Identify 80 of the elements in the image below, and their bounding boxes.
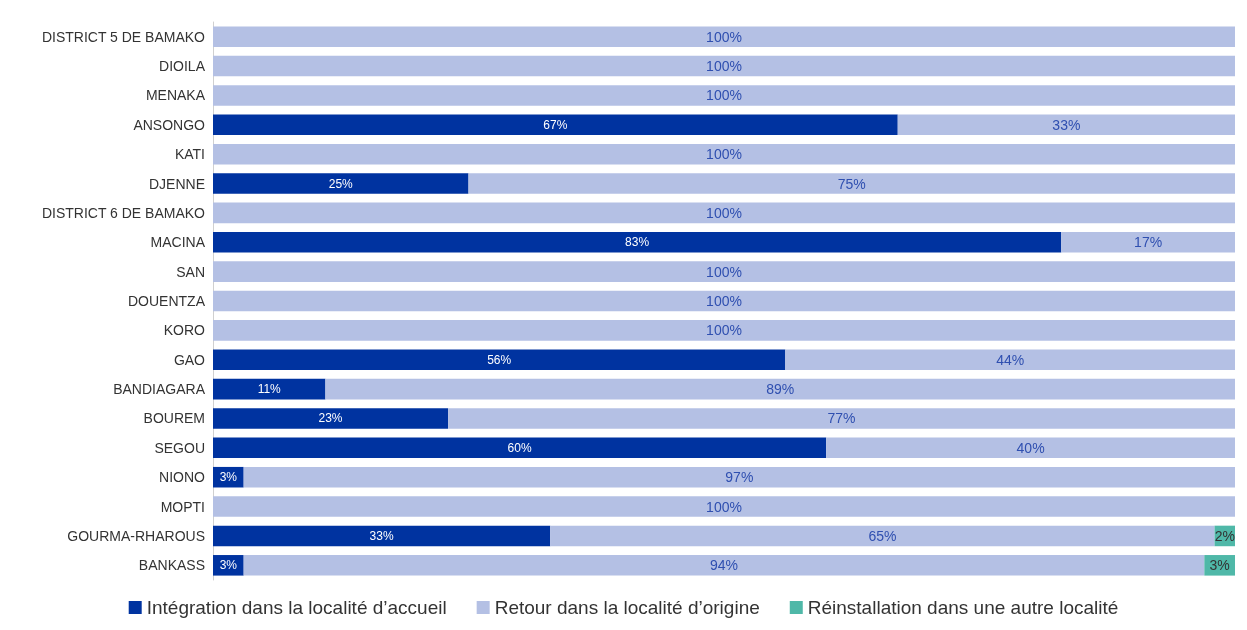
- bar: [213, 261, 1235, 282]
- data-label: 100%: [706, 58, 742, 75]
- y-tick-label: DOUENTZA: [128, 293, 206, 309]
- y-tick-label: ANSONGO: [133, 116, 206, 133]
- data-label: 100%: [706, 87, 742, 104]
- bar: [213, 173, 469, 194]
- data-label: 89%: [766, 381, 795, 398]
- data-label: 40%: [1016, 439, 1045, 456]
- bar: [213, 143, 1235, 165]
- data-label: 100%: [706, 146, 742, 163]
- y-tick-label: BANKASS: [138, 557, 205, 574]
- bar: [213, 349, 786, 371]
- y-tick-label: MENAKA: [145, 87, 206, 104]
- bar: [213, 496, 1235, 517]
- data-label: 94%: [709, 557, 739, 574]
- bar: [550, 525, 1215, 547]
- data-label: 97%: [725, 469, 754, 486]
- data-label: 60%: [507, 440, 532, 455]
- data-label: 11%: [257, 382, 282, 397]
- bar: [213, 26, 1235, 47]
- y-tick-label: DJENNE: [148, 175, 205, 192]
- bar: [897, 114, 1235, 136]
- bar: [213, 378, 326, 400]
- legend-label: Réinstallation dans une autre localité: [807, 597, 1119, 618]
- data-label: 100%: [706, 28, 742, 45]
- data-label: 100%: [706, 263, 742, 280]
- bar: [468, 173, 1235, 194]
- y-tick-label: NIONO: [159, 469, 206, 486]
- bar: [213, 290, 1235, 312]
- bar: [213, 408, 449, 429]
- data-label: 2%: [1214, 527, 1235, 544]
- data-label: 100%: [706, 293, 742, 309]
- bar: [325, 378, 1235, 400]
- bar: [826, 437, 1235, 459]
- y-tick-label: MOPTI: [160, 498, 205, 515]
- y-tick-label: BANDIAGARA: [113, 381, 206, 398]
- y-tick-label: GOURMA-RHAROUS: [67, 527, 205, 544]
- data-label: 3%: [219, 470, 238, 485]
- data-label: 65%: [868, 527, 897, 544]
- data-label: 3%: [1209, 557, 1230, 574]
- y-tick-label: SEGOU: [154, 439, 205, 456]
- data-label: 33%: [1052, 116, 1081, 133]
- bar: [1061, 231, 1235, 253]
- y-tick-label: DISTRICT 6 DE BAMAKO: [41, 204, 206, 221]
- data-label: 25%: [328, 176, 354, 191]
- bar: [213, 114, 898, 136]
- data-label: 3%: [219, 558, 238, 573]
- bar: [213, 231, 1062, 253]
- y-tick-label: SAN: [176, 263, 205, 280]
- y-tick-label: MACINA: [150, 234, 206, 251]
- bar: [213, 85, 1235, 106]
- bar: [243, 466, 1235, 488]
- data-label: 23%: [318, 411, 343, 426]
- data-label: 100%: [706, 322, 742, 339]
- y-tick-label: GAO: [173, 351, 206, 368]
- data-label: 83%: [625, 235, 650, 250]
- bar: [213, 525, 551, 547]
- bar: [243, 555, 1205, 576]
- data-label: 77%: [827, 410, 856, 427]
- data-label: 56%: [487, 352, 512, 367]
- y-tick-label: KORO: [163, 322, 206, 339]
- data-label: 44%: [996, 351, 1025, 368]
- legend-label: Intégration dans la localité d’accueil: [146, 597, 447, 618]
- bar: [213, 55, 1235, 77]
- data-label: 17%: [1134, 234, 1163, 251]
- y-tick-label: BOUREM: [143, 410, 205, 427]
- data-label: 33%: [369, 528, 394, 543]
- bar: [213, 320, 1235, 341]
- y-tick-label: KATI: [174, 146, 205, 163]
- y-tick-label: DIOILA: [159, 58, 206, 75]
- data-label: 67%: [543, 117, 568, 132]
- data-label: 100%: [706, 204, 742, 221]
- data-label: 100%: [706, 498, 742, 515]
- legend-label: Retour dans la localité d’origine: [494, 597, 760, 618]
- y-tick-label: DISTRICT 5 DE BAMAKO: [41, 28, 206, 45]
- bar: [448, 408, 1235, 429]
- bar: [213, 437, 827, 459]
- bar: [785, 349, 1235, 371]
- bar: [213, 202, 1235, 224]
- data-label: 75%: [837, 175, 866, 192]
